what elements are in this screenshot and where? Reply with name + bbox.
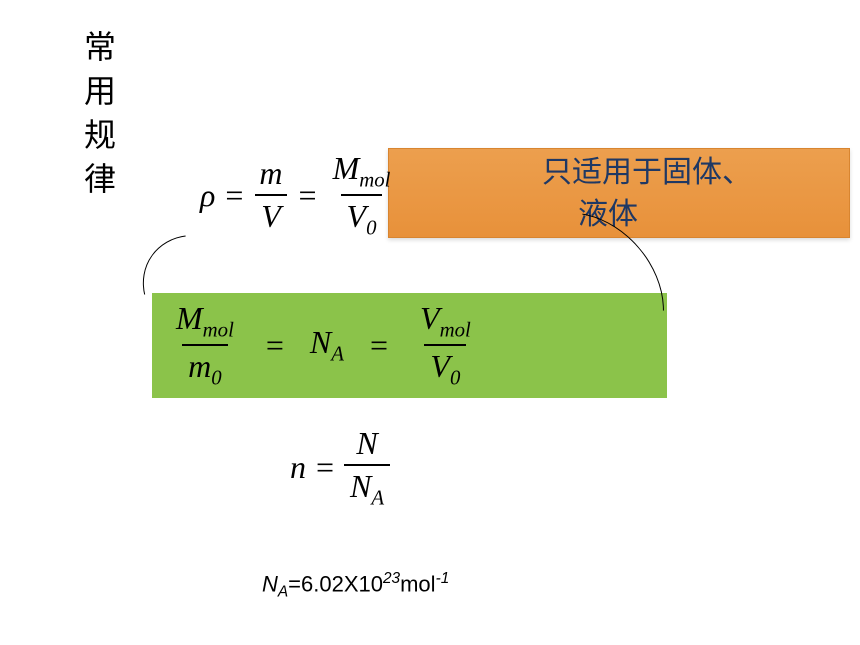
denominator-v0: V0 [341,194,383,240]
equals-sign: = [266,327,284,364]
note-line-1: 只适用于固体、 [542,152,752,194]
fraction-vmol-over-v0: Vmol V0 [414,300,477,391]
equals-sign: = [316,449,334,486]
denominator-m0: m0 [182,344,228,390]
numerator-n: N [350,425,383,464]
denominator-v0: V0 [424,344,466,390]
fraction-mmol-over-v0: Mmol V0 [327,150,397,241]
page-title: 常用规律 [75,30,121,206]
fraction-n-over-na: N NA [344,425,390,510]
equals-sign: = [225,177,243,214]
avogadro-constant: NA=6.02X1023mol-1 [262,570,449,602]
numerator-mmol: Mmol [327,150,397,194]
numerator-m: m [253,155,288,194]
equals-sign: = [370,327,388,364]
denominator-na: NA [344,464,390,510]
rho-symbol: ρ [200,177,215,214]
n-symbol: n [290,449,306,486]
fraction-m-over-v: m V [253,155,288,235]
avogadro-number: NA [310,324,344,366]
density-equation: ρ = m V = Mmol V0 [200,150,396,241]
numerator-mmol: Mmol [170,300,240,344]
equals-sign: = [299,177,317,214]
moles-equation: n = N NA [290,425,390,510]
numerator-vmol: Vmol [414,300,477,344]
avogadro-equation: Mmol m0 = NA = Vmol V0 [170,300,477,391]
denominator-v: V [255,194,287,235]
fraction-mmol-over-m0: Mmol m0 [170,300,240,391]
